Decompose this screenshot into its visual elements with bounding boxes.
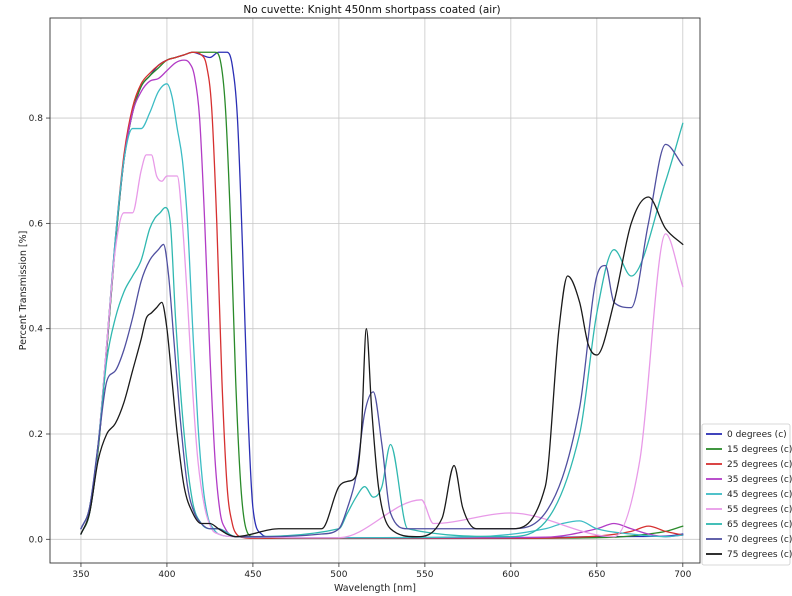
series-line-8 [80,196,684,538]
chart-title: No cuvette: Knight 450nm shortpass coate… [243,4,500,16]
x-tick-label: 450 [244,570,261,580]
x-tick-label: 600 [502,570,519,580]
y-tick-label: 0.0 [29,535,44,545]
legend-label: 70 degrees (c) [727,535,792,545]
x-tick-label: 700 [674,570,691,580]
series-line-5 [80,154,684,539]
x-axis-label: Wavelength [nm] [334,583,416,594]
legend-label: 75 degrees (c) [727,550,792,560]
legend-label: 15 degrees (c) [727,445,792,455]
grid [50,18,700,563]
legend-label: 65 degrees (c) [727,520,792,530]
series-line-7 [80,143,684,538]
legend-label: 45 degrees (c) [727,490,792,500]
legend: 0 degrees (c) 15 degrees (c) 25 degrees (c… [701,423,792,566]
legend-label: 25 degrees (c) [727,460,792,470]
legend-box [701,423,791,566]
x-tick-label: 550 [416,570,433,580]
x-tick-label: 500 [330,570,347,580]
series-line-4 [80,83,684,539]
legend-label: 0 degrees (c) [727,430,787,440]
legend-label: 55 degrees (c) [727,505,792,515]
y-tick-label: 0.8 [29,114,44,124]
x-tick-label: 650 [588,570,605,580]
legend-label: 35 degrees (c) [727,475,792,485]
plot-frame [49,17,701,564]
x-tick-label: 350 [72,570,89,580]
series-layer [80,51,684,539]
ticks: 350 400 450 500 550 600 650 700 0.0 0.2 0.4 0.6 0.8 [29,114,692,580]
y-tick-label: 0.6 [29,219,44,229]
y-tick-label: 0.4 [29,325,44,335]
y-tick-label: 0.2 [29,430,43,440]
x-tick-label: 400 [158,570,175,580]
y-axis-label: Percent Transmission [%] [18,231,29,351]
